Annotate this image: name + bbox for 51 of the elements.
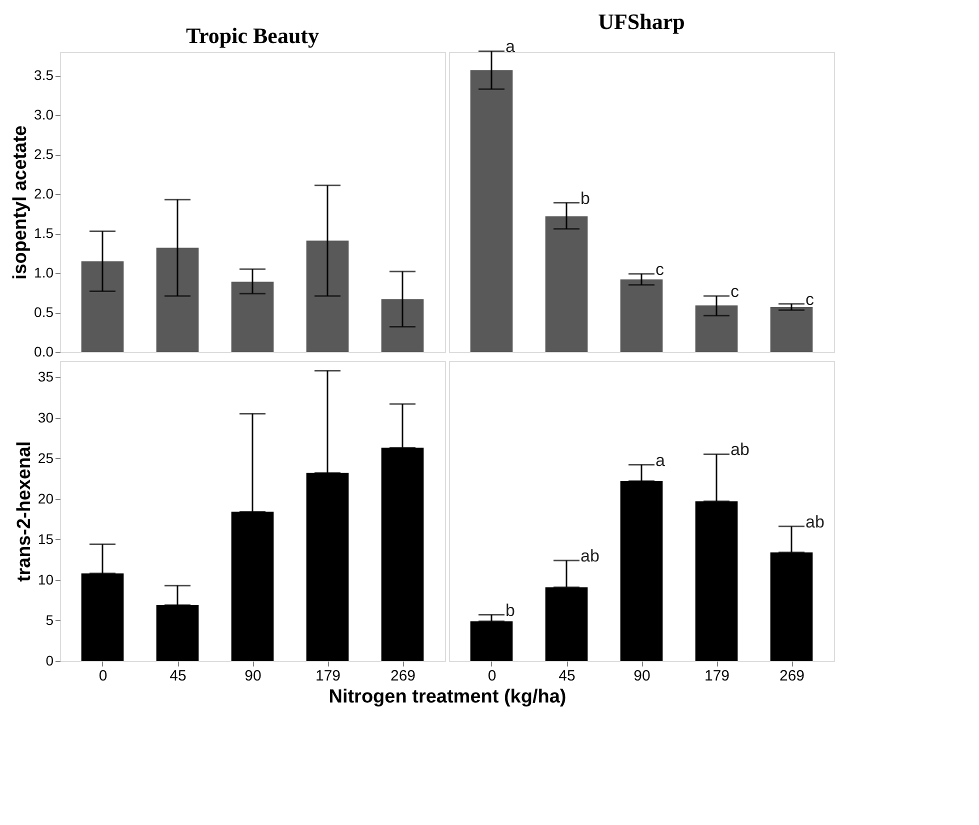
annotation: b [580, 188, 590, 208]
annotation: c [806, 290, 814, 309]
y-axis-title: trans-2-hexenal [14, 441, 35, 582]
x-tick-label: 179 [315, 668, 341, 684]
y-tick-label: 0.5 [34, 304, 54, 320]
annotation: a [506, 37, 516, 56]
y-tick-label: 3.5 [34, 67, 54, 84]
annotation: ab [730, 440, 750, 460]
x-tick-label: 0 [488, 668, 496, 684]
x-tick-label: 45 [170, 668, 186, 684]
x-tick-label: 269 [779, 668, 805, 684]
bar [545, 216, 588, 352]
bar [770, 307, 813, 352]
y-tick-label: 30 [38, 409, 54, 426]
bar [156, 248, 199, 352]
bar [231, 282, 274, 352]
y-tick-label: 0 [46, 652, 54, 668]
y-tick-label: 20 [38, 490, 54, 506]
y-tick-label: 2.0 [34, 186, 54, 202]
y-tick-label: 25 [38, 450, 54, 466]
x-tick-label: 179 [704, 668, 730, 684]
y-tick-label: 1.5 [34, 225, 54, 242]
y-tick-label: 15 [38, 530, 54, 547]
bar [306, 240, 349, 352]
y-tick-label: 10 [38, 571, 54, 588]
y-axis-title: isopentyl acetate [10, 125, 32, 280]
bar [381, 299, 424, 352]
y-tick-label: 1.0 [34, 264, 54, 281]
annotation: c [656, 260, 664, 279]
bar [695, 305, 738, 352]
annotation: c [730, 282, 740, 301]
annotation: a [656, 450, 666, 470]
chart-title: Tropic Beauty [186, 23, 320, 48]
chart-title: UFSharp [598, 9, 685, 34]
x-tick-label: 269 [390, 668, 416, 684]
y-tick-label: 2.5 [34, 146, 54, 162]
y-tick-label: 35 [38, 368, 54, 385]
y-tick-label: 5 [46, 612, 54, 628]
x-axis-title: Nitrogen treatment (kg/ha) [328, 686, 566, 708]
x-tick-label: 90 [244, 668, 262, 684]
annotation: ab [806, 512, 824, 532]
annotation: b [506, 600, 515, 620]
bar [81, 261, 124, 352]
y-tick-label: 3.0 [34, 106, 54, 123]
bar [470, 70, 513, 352]
bar [620, 279, 663, 352]
annotation: ab [580, 546, 600, 566]
x-tick-label: 45 [558, 668, 576, 684]
x-tick-label: 0 [98, 668, 108, 684]
y-tick-label: 0.0 [34, 344, 54, 360]
x-tick-label: 90 [634, 668, 650, 684]
